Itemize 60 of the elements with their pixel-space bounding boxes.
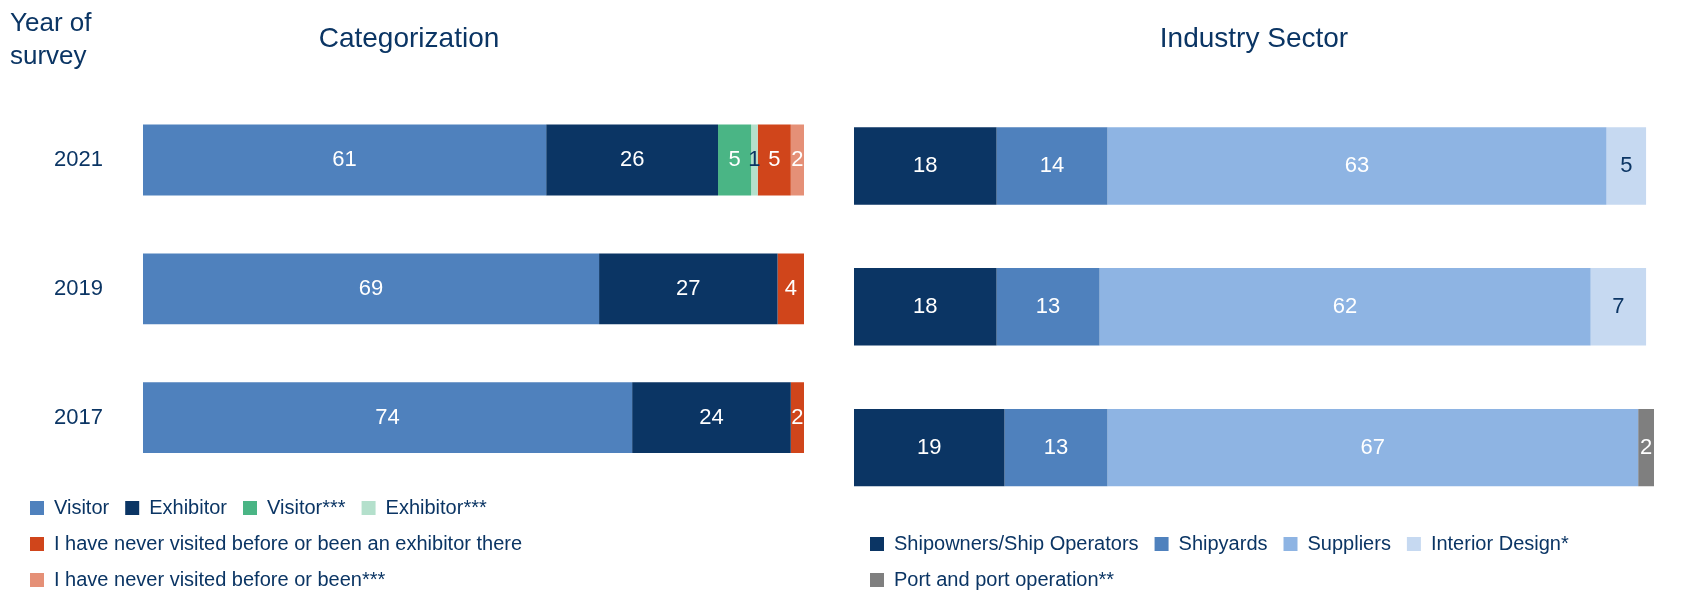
bar	[599, 253, 778, 325]
legend-label: Visitor***	[267, 495, 346, 518]
data-label: 67	[1360, 433, 1386, 459]
legend-label: Visitor	[54, 495, 110, 518]
bar	[854, 268, 997, 346]
legend-label: Exhibitor***	[385, 495, 487, 518]
legend-label: Interior Design*	[1430, 531, 1569, 554]
bar	[854, 127, 997, 205]
bar	[854, 408, 1005, 487]
bar	[1107, 408, 1639, 487]
bar	[142, 382, 633, 454]
legend-label: Suppliers	[1307, 531, 1391, 554]
legend-label: I have never visited before or been***	[54, 567, 386, 590]
data-label: 18	[913, 152, 938, 178]
y-tick-label: 2017	[53, 403, 103, 429]
bar	[996, 268, 1100, 346]
y-tick-label: 2021	[53, 146, 103, 172]
data-label: 2	[791, 146, 804, 172]
bar	[777, 253, 804, 325]
bar	[142, 253, 600, 325]
data-label: 69	[358, 274, 384, 300]
data-label: 74	[375, 403, 400, 429]
bar	[546, 124, 719, 196]
legend-label: Port and port operation**	[894, 567, 1115, 590]
bar	[142, 124, 547, 196]
bar	[1590, 268, 1647, 346]
bar	[718, 124, 752, 196]
bar	[1638, 408, 1654, 487]
legend-label: Shipyards	[1178, 531, 1268, 554]
data-label: 5	[1620, 152, 1633, 178]
data-label: 2	[791, 403, 804, 429]
chart-title: Categorization	[318, 21, 500, 53]
data-label: 14	[1039, 152, 1065, 178]
data-label: 24	[699, 403, 724, 429]
bar	[1606, 127, 1647, 205]
data-label: 7	[1612, 292, 1625, 318]
bar	[996, 127, 1108, 205]
data-label: 5	[768, 146, 781, 172]
data-label: 5	[728, 146, 741, 172]
bar	[1004, 408, 1108, 487]
data-label: 27	[676, 274, 701, 300]
data-label: 26	[619, 146, 645, 172]
bar	[1107, 127, 1607, 205]
data-label: 62	[1332, 292, 1358, 318]
bar	[1099, 268, 1591, 346]
legend-label: Shipowners/Ship Operators	[894, 531, 1139, 554]
legend-label: I have never visited before or been an exhibitor there	[54, 531, 523, 554]
data-label: 13	[1043, 433, 1069, 459]
bar	[632, 382, 791, 454]
data-label: 2	[1639, 433, 1653, 459]
data-label: 18	[913, 292, 938, 318]
data-label: 61	[332, 146, 357, 172]
data-label: 13	[1035, 292, 1061, 318]
y-axis-title: Year of survey	[10, 6, 93, 71]
data-label: 63	[1344, 152, 1370, 178]
legend-label: Exhibitor	[149, 495, 228, 518]
y-tick-label: 2019	[53, 274, 103, 300]
data-label: 19	[917, 433, 942, 459]
data-label: 4	[784, 274, 797, 300]
chart-title: Industry Sector	[1159, 21, 1349, 53]
